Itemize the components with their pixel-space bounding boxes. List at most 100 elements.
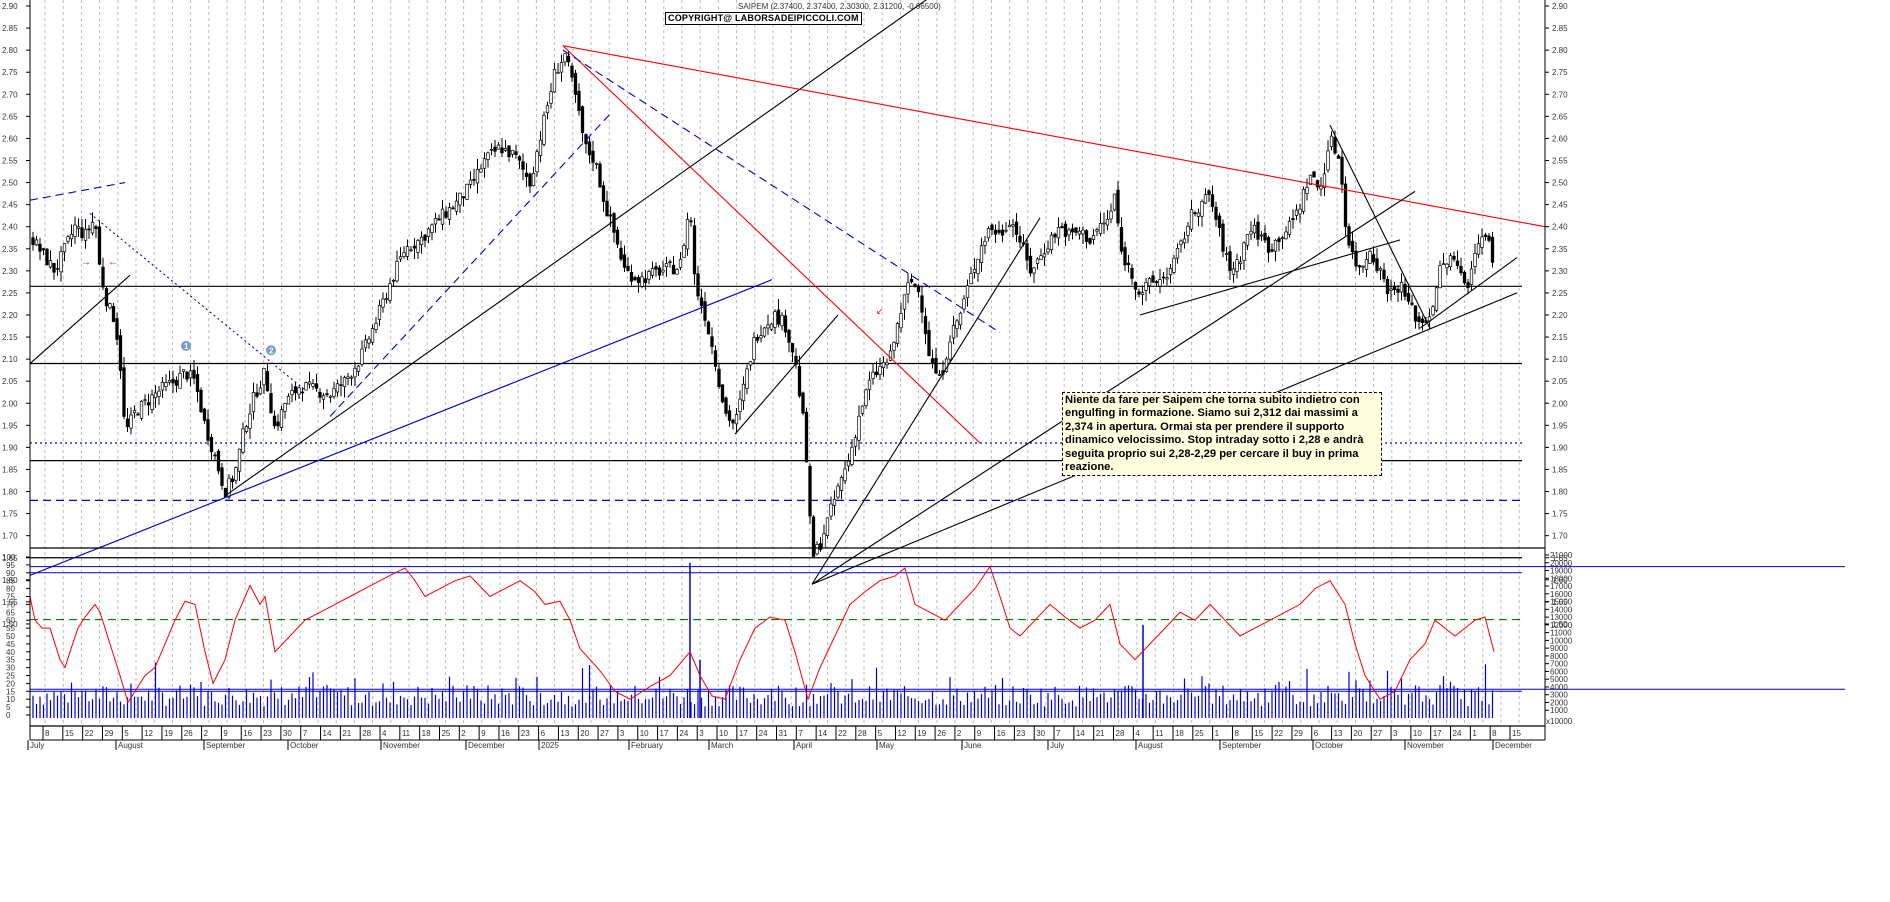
svg-text:50: 50	[6, 632, 15, 641]
svg-text:1.90: 1.90	[2, 443, 18, 452]
svg-text:May: May	[879, 741, 894, 750]
svg-text:24: 24	[679, 729, 688, 738]
svg-text:1.55: 1.55	[1552, 598, 1568, 607]
right-price-axis: 2.90 2.85 2.80 2.75 2.70 2.65 2.60 2.55 2.50 2.45…	[1545, 2, 1573, 726]
svg-text:2.35: 2.35	[2, 245, 18, 254]
analysis-note: Niente da fare per Saipem che torna subi…	[1062, 392, 1382, 477]
svg-text:3000: 3000	[1550, 691, 1568, 700]
svg-text:17: 17	[1433, 729, 1442, 738]
svg-text:4: 4	[382, 729, 387, 738]
svg-text:2.70: 2.70	[2, 90, 18, 99]
svg-text:40: 40	[6, 648, 15, 657]
svg-text:2.75: 2.75	[2, 68, 18, 77]
svg-text:8: 8	[1234, 729, 1239, 738]
svg-text:21: 21	[342, 729, 351, 738]
svg-text:11: 11	[402, 729, 411, 738]
date-axis: 8 15 22 29 5 12 19 26 2 9 16 23 30 7 14 21 28 4 11 18 25 2 9 16…	[27, 726, 1532, 750]
svg-text:9: 9	[223, 729, 228, 738]
svg-text:20: 20	[1353, 729, 1362, 738]
svg-text:1: 1	[184, 342, 189, 351]
svg-text:1.90: 1.90	[1552, 443, 1568, 452]
svg-text:29: 29	[104, 729, 113, 738]
svg-text:5: 5	[6, 703, 11, 712]
svg-text:2: 2	[957, 729, 962, 738]
svg-text:1.75: 1.75	[2, 510, 18, 519]
svg-text:31: 31	[779, 729, 788, 738]
svg-text:2.45: 2.45	[2, 201, 18, 210]
svg-text:6: 6	[541, 729, 546, 738]
svg-text:23: 23	[521, 729, 530, 738]
svg-text:7: 7	[303, 729, 308, 738]
svg-text:22: 22	[1274, 729, 1283, 738]
svg-text:1000: 1000	[1550, 706, 1568, 715]
svg-text:2.00: 2.00	[1552, 399, 1568, 408]
svg-text:2.05: 2.05	[2, 377, 18, 386]
svg-text:2.30: 2.30	[1552, 267, 1568, 276]
svg-text:3: 3	[620, 729, 625, 738]
svg-text:25: 25	[1195, 729, 1204, 738]
svg-text:95: 95	[6, 561, 15, 570]
svg-text:85: 85	[6, 577, 15, 586]
svg-text:September: September	[1222, 741, 1261, 750]
svg-text:70: 70	[6, 600, 15, 609]
svg-text:1.85: 1.85	[1552, 465, 1568, 474]
svg-text:December: December	[1495, 741, 1532, 750]
svg-text:21000: 21000	[1550, 551, 1573, 560]
svg-text:5000: 5000	[1550, 675, 1568, 684]
svg-text:10: 10	[1413, 729, 1422, 738]
svg-text:13: 13	[560, 729, 569, 738]
svg-text:20000: 20000	[1550, 559, 1573, 568]
svg-text:2: 2	[269, 346, 274, 355]
svg-text:22: 22	[85, 729, 94, 738]
svg-text:3: 3	[1393, 729, 1398, 738]
svg-text:15: 15	[65, 729, 74, 738]
copyright-label: COPYRIGHT@ LABORSADEIPICCOLI.COM	[665, 12, 862, 25]
svg-text:6: 6	[1314, 729, 1319, 738]
svg-text:15: 15	[1254, 729, 1263, 738]
svg-text:7000: 7000	[1550, 660, 1568, 669]
svg-text:75: 75	[6, 593, 15, 602]
svg-text:12: 12	[897, 729, 906, 738]
svg-text:1: 1	[1215, 729, 1220, 738]
svg-text:16000: 16000	[1550, 590, 1573, 599]
svg-text:2.25: 2.25	[1552, 289, 1568, 298]
svg-text:29: 29	[1294, 729, 1303, 738]
svg-text:7: 7	[1056, 729, 1061, 738]
svg-text:1.60: 1.60	[2, 576, 18, 585]
svg-text:2.85: 2.85	[2, 24, 18, 33]
svg-text:2.90: 2.90	[1552, 2, 1568, 11]
svg-text:7: 7	[798, 729, 803, 738]
trendlines	[29, 0, 1546, 585]
horizontal-support-resistance-levels	[30, 285, 1522, 621]
svg-text:14: 14	[323, 729, 332, 738]
svg-text:20: 20	[580, 729, 589, 738]
svg-text:July: July	[30, 741, 44, 750]
svg-text:18: 18	[1175, 729, 1184, 738]
svg-text:←: ←	[108, 257, 118, 268]
svg-text:July: July	[1050, 741, 1064, 750]
svg-text:30: 30	[283, 729, 292, 738]
svg-text:10000: 10000	[1550, 636, 1573, 645]
svg-text:2.75: 2.75	[1552, 68, 1568, 77]
svg-text:14: 14	[1076, 729, 1085, 738]
svg-text:12000: 12000	[1550, 621, 1573, 630]
svg-text:2.45: 2.45	[1552, 201, 1568, 210]
svg-text:21: 21	[1096, 729, 1105, 738]
svg-text:12: 12	[144, 729, 153, 738]
svg-text:10: 10	[719, 729, 728, 738]
svg-text:11000: 11000	[1550, 629, 1572, 638]
svg-text:2.15: 2.15	[2, 333, 18, 342]
svg-text:1.65: 1.65	[1552, 554, 1568, 563]
svg-text:2.10: 2.10	[2, 355, 18, 364]
svg-text:1.55: 1.55	[2, 598, 18, 607]
svg-text:16: 16	[997, 729, 1006, 738]
svg-text:2.05: 2.05	[1552, 377, 1568, 386]
svg-text:45: 45	[6, 640, 15, 649]
svg-text:28: 28	[858, 729, 867, 738]
svg-text:5: 5	[124, 729, 129, 738]
svg-text:2.30: 2.30	[2, 267, 18, 276]
svg-text:2: 2	[461, 729, 466, 738]
svg-text:4: 4	[1135, 729, 1140, 738]
svg-text:1.95: 1.95	[2, 421, 18, 430]
